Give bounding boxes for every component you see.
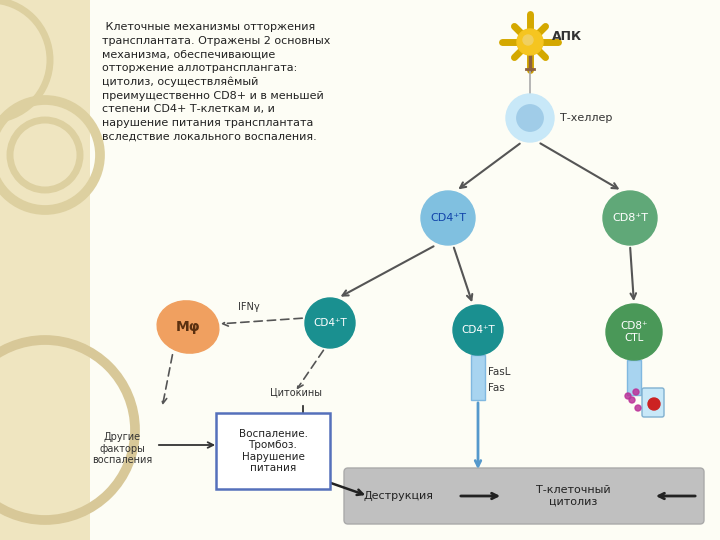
- FancyBboxPatch shape: [471, 355, 485, 400]
- Circle shape: [648, 398, 660, 410]
- Text: CD4⁺T: CD4⁺T: [461, 325, 495, 335]
- Circle shape: [517, 105, 543, 131]
- Circle shape: [625, 393, 631, 399]
- Circle shape: [523, 35, 533, 45]
- Text: Деструкция: Деструкция: [363, 491, 433, 501]
- Circle shape: [603, 191, 657, 245]
- Text: Fas: Fas: [488, 383, 505, 393]
- Text: АПК: АПК: [552, 30, 582, 44]
- Text: Мφ: Мφ: [176, 320, 200, 334]
- Text: CD8⁺T: CD8⁺T: [612, 213, 648, 223]
- Circle shape: [453, 305, 503, 355]
- Text: CD4⁺T: CD4⁺T: [313, 318, 347, 328]
- Text: Другие
факторы
воспаления: Другие факторы воспаления: [92, 432, 152, 465]
- Circle shape: [629, 397, 635, 403]
- Circle shape: [517, 29, 543, 55]
- Text: Т-хеллер: Т-хеллер: [560, 113, 613, 123]
- FancyBboxPatch shape: [642, 388, 664, 417]
- Circle shape: [305, 298, 355, 348]
- FancyBboxPatch shape: [627, 360, 641, 395]
- FancyBboxPatch shape: [344, 468, 704, 524]
- Ellipse shape: [157, 301, 219, 353]
- Text: CD8⁺
CTL: CD8⁺ CTL: [620, 321, 648, 343]
- Text: CD4⁺T: CD4⁺T: [430, 213, 466, 223]
- Circle shape: [606, 304, 662, 360]
- Circle shape: [421, 191, 475, 245]
- Text: Т-клеточный
цитолиз: Т-клеточный цитолиз: [536, 485, 611, 507]
- FancyBboxPatch shape: [216, 413, 330, 489]
- Circle shape: [635, 405, 641, 411]
- Text: Клеточные механизмы отторжения
трансплантата. Отражены 2 основных
механизма, обе: Клеточные механизмы отторжения трансплан…: [102, 22, 330, 141]
- Text: FasL: FasL: [488, 367, 510, 377]
- Circle shape: [506, 94, 554, 142]
- Text: Цитокины: Цитокины: [270, 387, 322, 397]
- Circle shape: [633, 389, 639, 395]
- Text: IFNγ: IFNγ: [238, 302, 260, 312]
- Bar: [0, 0, 90, 540]
- Text: Воспаление.
Тромбоз.
Нарушение
питания: Воспаление. Тромбоз. Нарушение питания: [238, 429, 307, 474]
